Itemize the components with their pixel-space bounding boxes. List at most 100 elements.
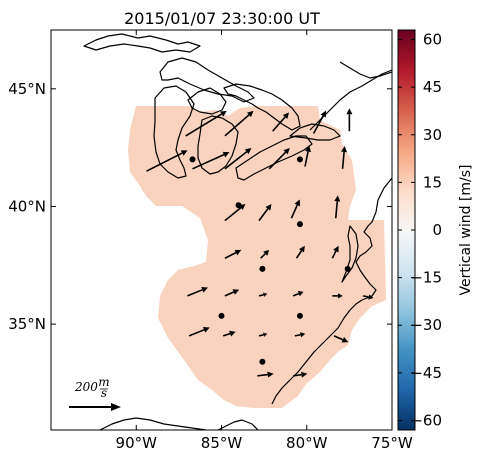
- wind-vector-shaft: [224, 114, 250, 137]
- station-marker: [296, 221, 303, 228]
- wind-vector-shaft: [222, 332, 231, 337]
- colorbar-tick-label: 15: [423, 173, 442, 191]
- wind-vector-shaft: [224, 291, 235, 297]
- station-marker: [259, 265, 266, 272]
- colorbar-tick-label: −30: [410, 316, 442, 334]
- wind-vector-shaft: [257, 373, 268, 377]
- wind-vector-shaft: [260, 253, 266, 259]
- colorbar-ticks: 60 45 30 15 0 −15 −30 −45 −60: [398, 31, 442, 429]
- wind-vector-head: [333, 245, 339, 253]
- wind-vector: [346, 108, 353, 132]
- wind-vector-shaft: [292, 292, 300, 297]
- wind-vector: [312, 110, 327, 134]
- colorbar-tick-label: −15: [410, 269, 442, 287]
- wind-vector-shaft: [192, 153, 225, 170]
- colorbar-tick-label: −60: [410, 411, 442, 429]
- colorbar-tick-label: 60: [423, 31, 442, 49]
- wind-vector-head: [202, 327, 210, 333]
- wind-vector-shaft: [312, 115, 324, 134]
- wind-vector-shaft: [268, 151, 287, 170]
- wind-vector: [260, 249, 270, 259]
- scale-arrow-unit-den: s: [101, 386, 107, 400]
- x-tick-label: 75°W: [371, 434, 413, 452]
- wind-vector-head: [368, 294, 374, 300]
- x-tick-label: 90°W: [116, 434, 158, 452]
- x-axis: 90°W 85°W 80°W 75°W: [116, 30, 413, 452]
- colorbar-tick-label: −45: [410, 364, 442, 382]
- wind-vector-shaft: [362, 295, 369, 298]
- wind-vector-head: [267, 371, 274, 378]
- wind-vector-head: [294, 199, 301, 207]
- wind-vector: [295, 245, 305, 259]
- wind-vector-shaft: [224, 151, 248, 170]
- scale-arrow-unit-num: m: [98, 375, 109, 389]
- wind-vector: [292, 290, 304, 297]
- wind-vector-shaft: [292, 373, 302, 377]
- colorbar-label: Vertical wind [m/s]: [458, 165, 474, 296]
- wind-vector-head: [341, 336, 349, 343]
- wind-vector: [334, 195, 341, 219]
- wind-vector-shaft: [258, 293, 264, 297]
- station-marker: [218, 312, 225, 319]
- wind-vector-shaft: [146, 152, 183, 172]
- wind-vector-head: [220, 110, 227, 117]
- wind-vector: [224, 289, 240, 297]
- scale-arrow-head: [111, 403, 121, 411]
- chart-title: 2015/01/07 23:30:00 UT: [124, 9, 320, 28]
- wind-vector: [257, 371, 274, 378]
- y-axis: 45°N 40°N 35°N: [8, 80, 392, 333]
- wind-vector-shaft: [272, 116, 286, 132]
- wind-vector: [224, 249, 242, 259]
- colorbar-tick-label: 45: [423, 78, 442, 96]
- wind-vector-shaft: [258, 208, 269, 222]
- x-tick-label: 85°W: [201, 434, 243, 452]
- station-marker: [344, 265, 351, 272]
- wind-vector: [333, 335, 349, 343]
- wind-vector: [362, 294, 374, 300]
- wind-vector-head: [341, 145, 348, 153]
- wind-vector-head: [346, 108, 353, 115]
- wind-vectors: [146, 108, 374, 378]
- wind-vector-head: [247, 110, 254, 118]
- x-tick-label: 80°W: [286, 434, 328, 452]
- wind-vector-head: [263, 292, 268, 297]
- wind-vector: [331, 245, 339, 259]
- station-marker: [189, 156, 196, 163]
- wind-vector: [222, 330, 236, 337]
- wind-vector-head: [201, 287, 208, 293]
- wind-vector-shaft: [304, 151, 309, 167]
- y-tick-label: 45°N: [8, 80, 46, 98]
- wind-vector: [187, 287, 208, 297]
- wind-vector-shaft: [224, 251, 237, 259]
- wind-vector: [192, 151, 230, 170]
- wind-vector-head: [232, 289, 240, 295]
- wind-vector-head: [222, 151, 230, 158]
- wind-vector: [332, 293, 343, 299]
- wind-vector: [224, 148, 252, 170]
- wind-vector: [258, 332, 268, 337]
- station-markers: [189, 156, 351, 365]
- wind-vector-head: [334, 195, 341, 202]
- scale-arrow-value: 200: [74, 380, 98, 394]
- wind-vector-head: [297, 290, 304, 297]
- wind-vector-head: [338, 293, 343, 299]
- wind-vector: [224, 110, 254, 137]
- wind-vector-shaft: [185, 113, 223, 137]
- wind-vector-head: [263, 249, 270, 256]
- wind-vector-shaft: [334, 201, 339, 219]
- station-marker: [235, 202, 242, 209]
- wind-vector-head: [320, 110, 327, 118]
- wind-vector-head: [282, 112, 290, 119]
- wind-vector-shaft: [258, 333, 264, 337]
- wind-vector-shaft: [224, 207, 242, 222]
- wind-vector-head: [283, 148, 290, 155]
- wind-vector: [185, 110, 227, 137]
- wind-vector-shaft: [188, 329, 205, 337]
- wind-vector-head: [301, 371, 308, 378]
- wind-vector-head: [305, 145, 311, 153]
- y-tick-label: 40°N: [8, 197, 46, 215]
- wind-vector: [341, 145, 348, 169]
- station-marker: [259, 358, 266, 365]
- wind-vector-shaft: [294, 333, 301, 337]
